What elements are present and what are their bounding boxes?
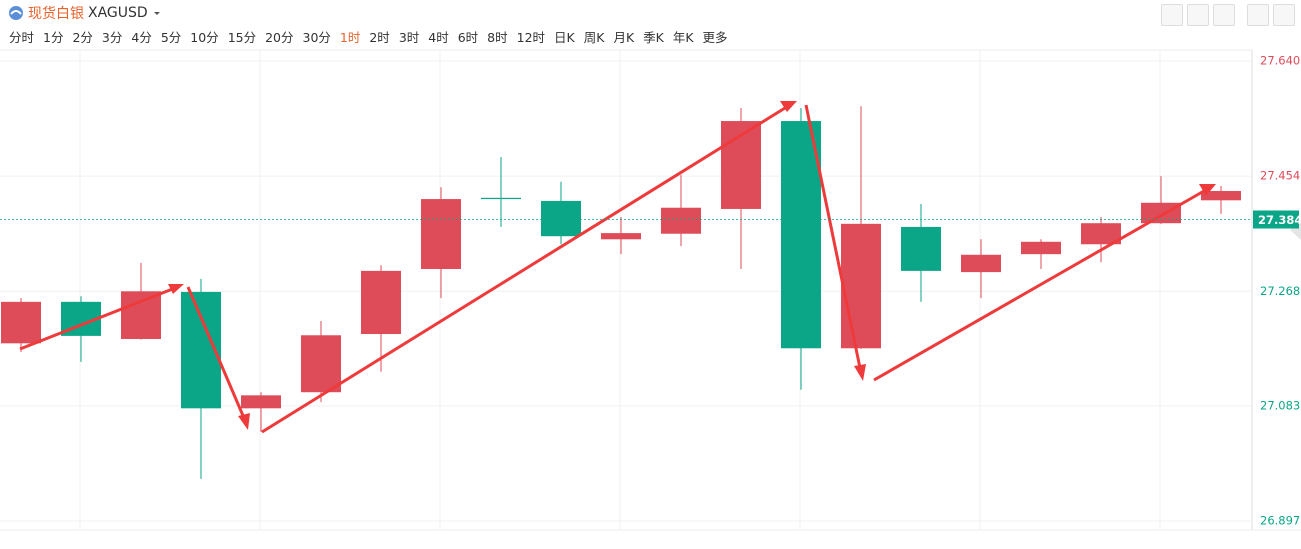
tool-button[interactable] [1187,4,1209,26]
tool-button[interactable] [1213,4,1235,26]
tool-button[interactable] [1247,4,1269,26]
candle-body [541,200,581,237]
title: 现货白银 [28,6,84,22]
candle-body [481,197,521,200]
interval-button[interactable]: 2分 [72,30,93,45]
interval-button[interactable]: 日K [554,30,575,45]
candle-body [601,233,641,240]
title-row[interactable]: 现货白银 XAGUSD [8,3,162,23]
candle-body [241,395,281,409]
annotation-arrows [19,101,1216,434]
interval-button[interactable]: 1分 [43,30,64,45]
current-price-tag [1253,210,1299,229]
interval-button[interactable]: 月K [613,30,635,45]
candle-body [1201,191,1241,201]
interval-button[interactable]: 周K [583,30,605,45]
candle-body [121,291,161,339]
interval-button[interactable]: 30分 [302,30,331,45]
interval-button[interactable]: 6时 [457,30,479,45]
interval-button[interactable]: 3时 [398,30,420,45]
interval-button[interactable]: 20分 [265,30,294,45]
tool-icons [1161,4,1295,26]
candle-body [421,199,461,270]
candle-body [1081,223,1121,245]
dropdown-caret [153,12,160,15]
y-tick-label: 27.268 [1260,284,1300,298]
candle-body [661,207,701,234]
interval-bar: 分时 1分 2分 3分 4分 5分 10分 15分 20分 30分 1时 2时 3时 4时 6时 8时 12时日… [9,27,728,46]
candle-body [1,301,41,344]
candle-body [961,254,1001,273]
candle-body [1021,241,1061,255]
interval-button[interactable]: 更多 [702,30,728,45]
candle-body [901,226,941,271]
candle-body [781,121,821,349]
interval-button[interactable]: 4分 [131,30,152,45]
symbol: XAGUSD [88,5,148,21]
interval-button[interactable]: 4时 [428,30,449,45]
close-button[interactable] [1273,4,1295,26]
candle-body [1141,202,1181,224]
y-tick-label: 27.640 [1260,54,1300,68]
candle-body [301,335,341,393]
y-tick-label: 27.454 [1260,169,1300,183]
interval-button[interactable]: 季K [643,30,664,45]
y-tick-label: 27.083 [1260,398,1300,412]
current-price-label: 27.384 [1258,213,1301,227]
interval-button[interactable]: 3分 [101,30,123,45]
interval-button[interactable]: 1时 [339,30,361,45]
interval-button[interactable]: 15分 [227,30,257,45]
interval-button[interactable]: 2时 [369,30,390,45]
symbol-icon [9,6,23,20]
interval-button[interactable]: 5分 [160,30,182,45]
candle-body [361,270,401,335]
interval-button[interactable]: 8时 [487,30,508,45]
candle-body [841,223,881,349]
y-tick-label: 26.897 [1260,514,1300,528]
interval-button[interactable]: 年K [672,30,694,45]
tool-button[interactable] [1161,4,1183,26]
interval-button[interactable]: 12时 [516,30,546,45]
interval-button[interactable]: 10分 [190,30,219,45]
header: 现货白银 XAGUSD 分时 1分 2分 3分 4分 5分 10分 15分 20分 30分 1时 2时… [0,0,1301,50]
interval-button[interactable]: 分时 [9,30,35,45]
